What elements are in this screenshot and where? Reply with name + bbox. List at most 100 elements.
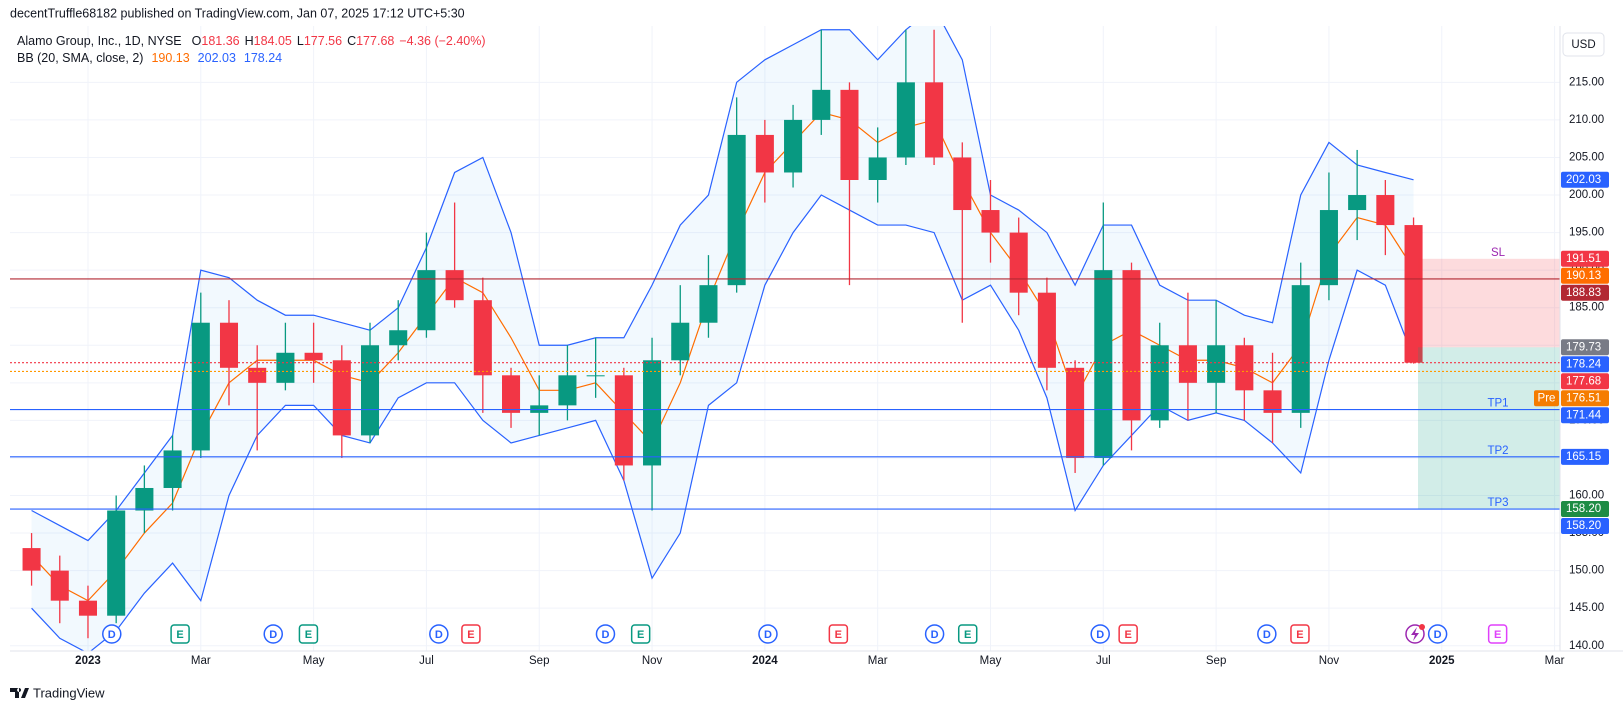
event-label: E [835, 629, 842, 641]
y-tick-label: 160.00 [1569, 490, 1604, 502]
candle-body [163, 450, 182, 488]
earnings-marker [957, 624, 978, 644]
candle-body [1066, 367, 1085, 458]
price-tag-label: 158.20 [1566, 503, 1601, 515]
change: −4.36 (−2.40%) [399, 34, 485, 48]
candle-body [332, 360, 351, 436]
x-tick-label: May [303, 655, 325, 667]
candle-body [78, 600, 98, 616]
candle-body [727, 134, 746, 286]
earnings-marker [298, 624, 319, 644]
x-tick-label: Sep [529, 655, 549, 667]
event-label: D [764, 629, 772, 641]
x-tick-label: Mar [1545, 655, 1565, 667]
level-label: SL [1491, 247, 1506, 259]
earnings-marker [1487, 624, 1508, 644]
candle-body [389, 330, 408, 346]
y-tick-label: 215.00 [1569, 76, 1604, 88]
price-tag [1561, 448, 1609, 465]
dividend-marker [1427, 624, 1448, 644]
y-tick-label: 145.00 [1569, 602, 1604, 614]
candle-body [671, 322, 690, 361]
currency-button-frame[interactable] [1562, 32, 1605, 57]
candle-body [614, 375, 633, 466]
ohlc-key: L [297, 34, 304, 48]
dividend-marker [263, 624, 283, 644]
candle-body [1404, 225, 1423, 363]
indicator-legend: BB (20, SMA, close, 2) 190.13 202.03 178.24 [17, 51, 282, 65]
bollinger-lower [31, 194, 1415, 651]
event-label: D [1434, 629, 1442, 641]
candle-body [360, 345, 380, 436]
candle-body [50, 570, 69, 601]
level-label: TP1 [1487, 398, 1508, 410]
x-tick-label: Nov [1319, 655, 1340, 667]
price-tag-label: 190.13 [1566, 270, 1601, 282]
candle-body [1150, 345, 1169, 421]
price-tag [1561, 501, 1609, 518]
target-zone [1418, 347, 1560, 510]
pre-tag-label: Pre [1538, 392, 1556, 404]
dividend-marker [595, 624, 616, 644]
candle-body [840, 89, 859, 180]
y-tick-label: 150.00 [1569, 565, 1604, 577]
price-tag [1561, 171, 1609, 188]
candle-body [1291, 285, 1310, 413]
currency-button-label[interactable]: USD [1571, 39, 1595, 51]
indicator-value: 202.03 [198, 51, 236, 65]
price-tag-label: 179.73 [1566, 341, 1601, 353]
y-tick-label: 195.00 [1569, 227, 1604, 239]
price-tag [1561, 284, 1609, 301]
alert-dot [1419, 624, 1425, 630]
x-tick-label: Jul [419, 655, 434, 667]
indicator-value: 190.13 [151, 51, 189, 65]
dividend-marker [1090, 624, 1110, 644]
candle-body [1094, 270, 1113, 458]
legend: Alamo Group, Inc., 1D, NYSE O181.36 H184.0… [17, 34, 486, 65]
event-label: E [1296, 629, 1303, 641]
event-label: E [305, 629, 312, 641]
price-tag [1561, 390, 1609, 407]
publish-header: decentTruffle68182 published on TradingV… [10, 6, 465, 20]
pre-tag [1534, 390, 1559, 407]
earnings-marker [170, 624, 190, 644]
candle-body [276, 352, 295, 383]
earnings-marker [461, 624, 481, 644]
event-label: E [964, 629, 971, 641]
currency-button[interactable]: USD [1562, 32, 1605, 57]
event-label: D [1096, 629, 1104, 641]
dividend-marker [102, 624, 122, 644]
candle-body [304, 352, 323, 361]
candle-body [812, 89, 831, 120]
candle-body [981, 210, 1000, 233]
bollinger-upper [31, 26, 1414, 542]
logo-mark [10, 688, 29, 698]
candle-body [925, 82, 944, 158]
price-tag-label: 177.68 [1566, 375, 1601, 387]
y-tick-label: 185.00 [1569, 302, 1604, 314]
overlay-layer: SL TP1 TP2 TP3 [10, 247, 1560, 510]
earnings-marker [828, 624, 849, 644]
price-tag [1561, 518, 1609, 535]
price-tag-label: 176.51 [1566, 392, 1601, 404]
stop-zone [1418, 258, 1560, 348]
candle-body [1263, 390, 1282, 413]
alert-bolt [1411, 627, 1419, 641]
candle-body [643, 360, 662, 466]
ohlc-value: 177.56 [304, 34, 342, 48]
price-tag [1561, 356, 1609, 373]
band-fill [31, 26, 1414, 651]
x-tick-label: May [980, 655, 1002, 667]
candle-body [868, 157, 887, 180]
candle-body [502, 375, 521, 413]
candle-body [755, 134, 774, 173]
candle-body [784, 119, 803, 173]
event-label: D [601, 629, 609, 641]
price-tag [1561, 339, 1609, 356]
y-tick-label: 210.00 [1569, 114, 1604, 126]
candle-body [417, 270, 436, 331]
x-tick-label: Jul [1096, 655, 1111, 667]
